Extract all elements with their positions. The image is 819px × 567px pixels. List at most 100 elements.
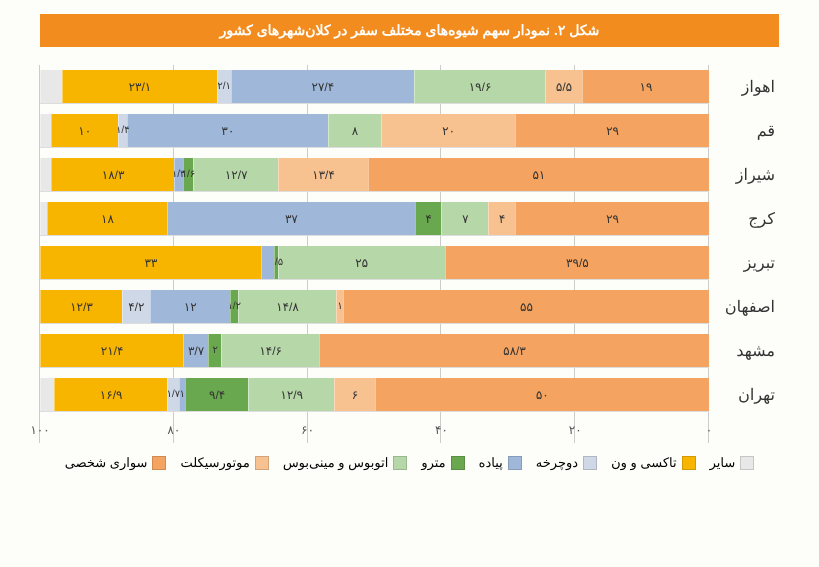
bar-segment: ۲/۱ xyxy=(217,70,231,103)
legend-label: دوچرخه xyxy=(536,455,578,471)
city-label: شیراز xyxy=(709,165,779,185)
bar-segment: ۱۸ xyxy=(47,202,167,235)
bar-segment: ۲ xyxy=(208,334,221,367)
axis-tick: ۱۰۰ xyxy=(30,423,49,437)
legend-swatch xyxy=(393,456,407,470)
axis-tick: ۶۰ xyxy=(301,423,314,437)
bar-segment: ۱/۲ xyxy=(230,290,238,323)
bar-segment: ۲۳/۱ xyxy=(62,70,217,103)
city-row: اهواز۱۹۵/۵۱۹/۶۲۷/۴۲/۱۲۳/۱ xyxy=(40,65,779,109)
city-row: مشهد۵۸/۳۱۴/۶۲۳/۷۲۱/۴ xyxy=(40,329,779,373)
city-label: تبریز xyxy=(709,253,779,273)
bar-segment xyxy=(40,202,47,235)
bar-track: ۱۹۵/۵۱۹/۶۲۷/۴۲/۱۲۳/۱ xyxy=(40,70,709,104)
bar-segment: ۱۹/۶ xyxy=(414,70,545,103)
bar-segment: ۱/۴ xyxy=(118,114,127,147)
bar-segment: ۱۲ xyxy=(150,290,230,323)
bar-segment: ۳۹/۵ xyxy=(445,246,709,279)
bar-track: ۵۸/۳۱۴/۶۲۳/۷۲۱/۴ xyxy=(40,334,709,368)
bar-segment: ۱۴/۸ xyxy=(238,290,337,323)
legend-swatch xyxy=(152,456,166,470)
city-row: تبریز۳۹/۵۲۵۰/۵۳۳ xyxy=(40,241,779,285)
legend-item: سایر xyxy=(710,455,755,471)
legend-label: مترو xyxy=(421,455,445,471)
bar-segment: ۶ xyxy=(334,378,374,411)
city-label: کرج xyxy=(709,209,779,229)
bar-track: ۵۵۱۱۴/۸۱/۲۱۲۴/۲۱۲/۳ xyxy=(40,290,709,324)
legend-item: مترو xyxy=(421,455,464,471)
bar-segment: ۹/۴ xyxy=(185,378,248,411)
legend-item: موتورسیکلت xyxy=(180,455,268,471)
bar-segment xyxy=(40,114,51,147)
city-row: اصفهان۵۵۱۱۴/۸۱/۲۱۲۴/۲۱۲/۳ xyxy=(40,285,779,329)
legend-item: تاکسی و ون xyxy=(611,455,696,471)
bar-segment: ۴/۲ xyxy=(122,290,150,323)
bar-segment: ۲۹ xyxy=(515,114,709,147)
axis-tick: ۴۰ xyxy=(435,423,448,437)
legend-label: پیاده xyxy=(479,455,503,471)
bar-segment: ۱۴/۶ xyxy=(221,334,319,367)
city-row: تهران۵۰۶۱۲/۹۹/۴۱۱/۷۱۶/۹ xyxy=(40,373,779,417)
bar-segment: ۱/۷ xyxy=(167,378,178,411)
bar-segment: ۲۱/۴ xyxy=(40,334,183,367)
legend-swatch xyxy=(451,456,465,470)
bar-track: ۵۰۶۱۲/۹۹/۴۱۱/۷۱۶/۹ xyxy=(40,378,709,412)
legend-label: تاکسی و ون xyxy=(611,455,677,471)
stacked-bar-chart: اهواز۱۹۵/۵۱۹/۶۲۷/۴۲/۱۲۳/۱قم۲۹۲۰۸۳۰۱/۴۱۰ش… xyxy=(40,65,779,417)
legend-label: موتورسیکلت xyxy=(180,455,249,471)
axis-tick: ۸۰ xyxy=(167,423,180,437)
bar-segment: ۸ xyxy=(328,114,382,147)
bar-segment xyxy=(40,378,54,411)
bar-segment: ۵۱ xyxy=(368,158,709,191)
bar-segment: ۴ xyxy=(415,202,442,235)
bar-segment: ۱۶/۹ xyxy=(54,378,167,411)
bar-track: ۳۹/۵۲۵۰/۵۳۳ xyxy=(40,246,709,280)
bar-segment: ۱۲/۳ xyxy=(40,290,122,323)
bar-segment xyxy=(40,70,62,103)
city-row: شیراز۵۱۱۳/۴۱۲/۷۱/۶۱/۳۱۸/۳ xyxy=(40,153,779,197)
bar-segment: ۱ xyxy=(336,290,343,323)
axis-tick: ۰ xyxy=(706,423,712,437)
legend-swatch xyxy=(255,456,269,470)
bar-segment xyxy=(40,158,51,191)
bar-segment: ۲۷/۴ xyxy=(231,70,414,103)
bar-track: ۲۹۴۷۴۳۷۱۸ xyxy=(40,202,709,236)
city-label: تهران xyxy=(709,385,779,405)
bar-segment: ۱۹ xyxy=(582,70,709,103)
bar-segment: ۵۸/۳ xyxy=(319,334,709,367)
chart-area: اهواز۱۹۵/۵۱۹/۶۲۷/۴۲/۱۲۳/۱قم۲۹۲۰۸۳۰۱/۴۱۰ش… xyxy=(40,65,779,443)
bar-segment: ۱۲/۹ xyxy=(248,378,334,411)
bar-segment: ۵۰ xyxy=(375,378,710,411)
bar-segment: ۳۳ xyxy=(40,246,261,279)
legend-item: سواری شخصی xyxy=(65,455,167,471)
chart-title: شکل ۲. نمودار سهم شیوه‌های مختلف سفر در … xyxy=(40,14,779,47)
bar-segment: ۱۳/۴ xyxy=(278,158,368,191)
legend-swatch xyxy=(740,456,754,470)
legend-swatch xyxy=(508,456,522,470)
axis-tick: ۲۰ xyxy=(569,423,582,437)
bar-segment: ۷ xyxy=(441,202,488,235)
bar-segment: ۳۷ xyxy=(167,202,415,235)
city-row: قم۲۹۲۰۸۳۰۱/۴۱۰ xyxy=(40,109,779,153)
x-axis: ۰۲۰۴۰۶۰۸۰۱۰۰ xyxy=(40,423,779,443)
bar-track: ۵۱۱۳/۴۱۲/۷۱/۶۱/۳۱۸/۳ xyxy=(40,158,709,192)
legend-swatch xyxy=(583,456,597,470)
bar-segment: ۳/۷ xyxy=(183,334,208,367)
city-label: قم xyxy=(709,121,779,141)
bar-segment: ۵/۵ xyxy=(545,70,582,103)
bar-segment: ۲۵ xyxy=(278,246,445,279)
bar-segment: ۱/۳ xyxy=(174,158,183,191)
legend: سایر تاکسی و ون دوچرخه پیاده مترو اتوبوس و می… xyxy=(40,455,779,471)
bar-segment: ۱۲/۷ xyxy=(193,158,278,191)
bar-segment: ۳۰ xyxy=(127,114,328,147)
legend-item: اتوبوس و مینی‌بوس xyxy=(283,455,408,471)
city-label: اصفهان xyxy=(709,297,779,317)
bar-segment: ۵۵ xyxy=(343,290,709,323)
bar-segment: ۴ xyxy=(488,202,515,235)
bar-segment xyxy=(261,246,274,279)
legend-label: اتوبوس و مینی‌بوس xyxy=(283,455,389,471)
legend-label: سواری شخصی xyxy=(65,455,148,471)
legend-item: پیاده xyxy=(479,455,522,471)
city-label: اهواز xyxy=(709,77,779,97)
city-label: مشهد xyxy=(709,341,779,361)
